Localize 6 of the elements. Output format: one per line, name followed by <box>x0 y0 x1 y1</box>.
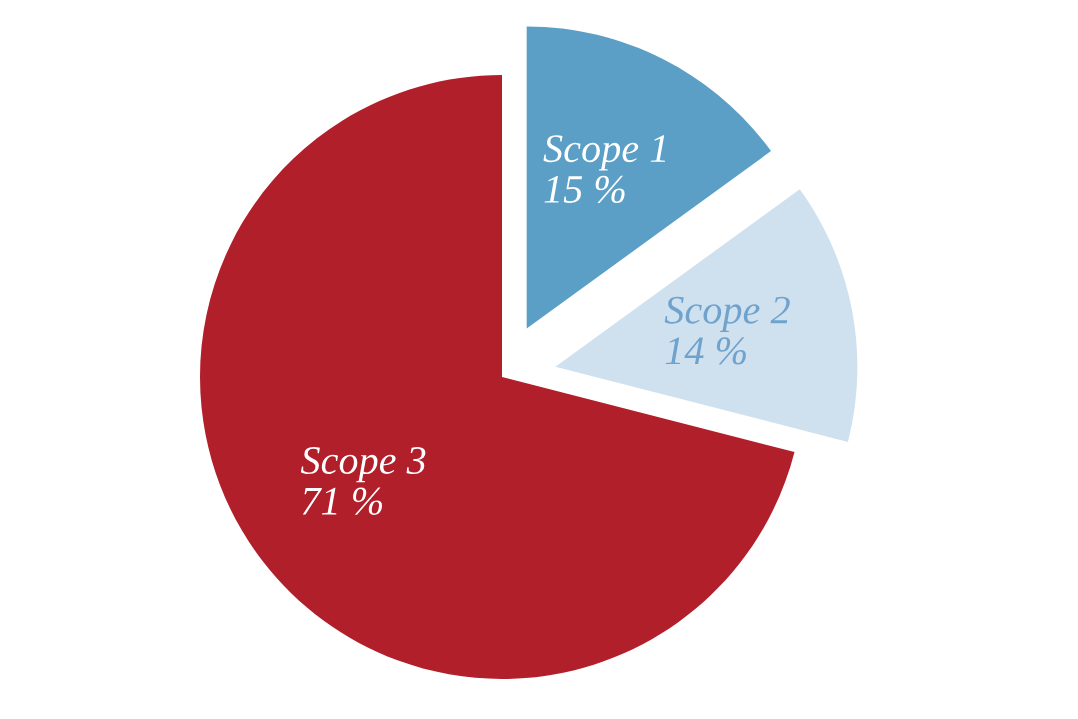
slice-label: Scope 2 <box>664 296 790 332</box>
data-label: 14 % <box>665 337 746 365</box>
data-label: 71 % <box>302 487 382 515</box>
slice-label: Scope 3 <box>300 447 426 483</box>
data-label: 15 % <box>544 175 625 204</box>
slice-label: Scope 1 <box>543 135 666 171</box>
